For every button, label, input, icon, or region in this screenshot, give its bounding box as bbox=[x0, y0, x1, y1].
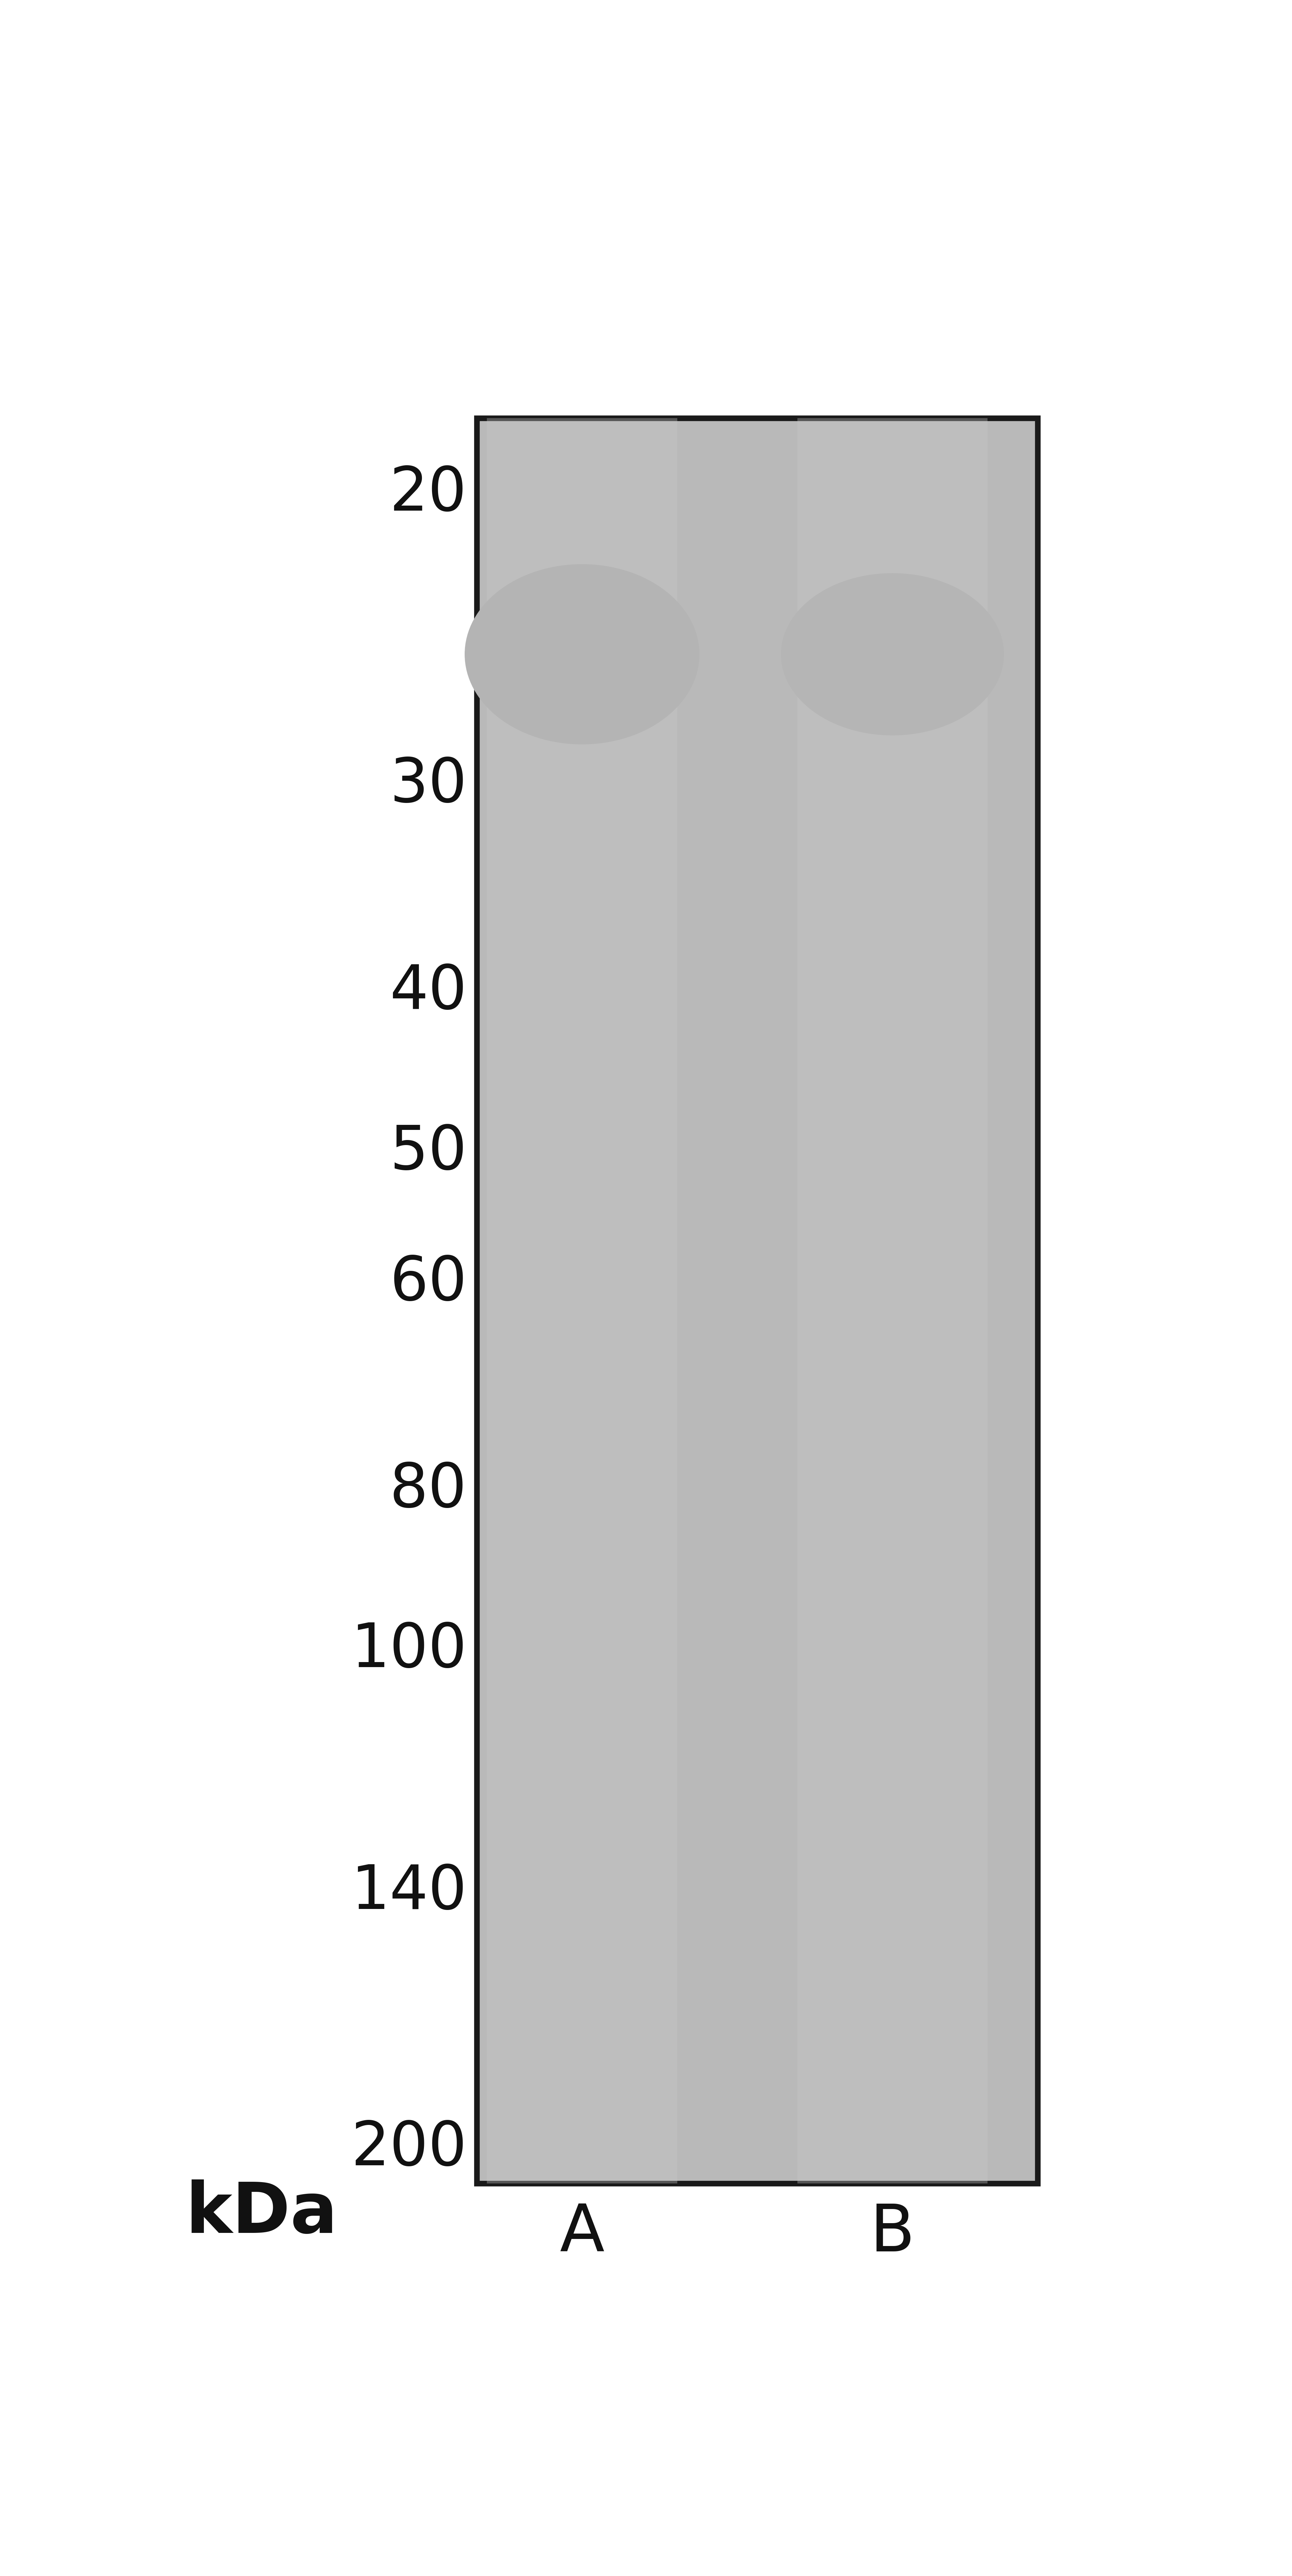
Ellipse shape bbox=[530, 613, 634, 696]
Ellipse shape bbox=[465, 564, 699, 744]
Ellipse shape bbox=[871, 639, 915, 670]
Text: 30: 30 bbox=[390, 755, 466, 814]
Ellipse shape bbox=[798, 585, 987, 724]
Ellipse shape bbox=[541, 623, 623, 685]
Ellipse shape bbox=[854, 626, 932, 683]
Ellipse shape bbox=[570, 644, 594, 662]
Ellipse shape bbox=[482, 577, 682, 732]
Ellipse shape bbox=[565, 641, 599, 667]
Ellipse shape bbox=[558, 636, 606, 672]
Ellipse shape bbox=[523, 611, 641, 698]
Ellipse shape bbox=[859, 631, 926, 677]
Text: 80: 80 bbox=[390, 1461, 466, 1520]
Ellipse shape bbox=[576, 649, 588, 659]
Ellipse shape bbox=[547, 629, 618, 680]
Ellipse shape bbox=[820, 603, 965, 706]
Ellipse shape bbox=[842, 618, 943, 690]
Ellipse shape bbox=[535, 618, 629, 690]
Ellipse shape bbox=[500, 592, 664, 716]
Ellipse shape bbox=[787, 577, 999, 732]
Text: kDa: kDa bbox=[186, 2179, 337, 2246]
Ellipse shape bbox=[809, 592, 975, 716]
Ellipse shape bbox=[881, 647, 903, 662]
Bar bbox=[477, 417, 1037, 2184]
Text: A: A bbox=[559, 2202, 605, 2264]
Ellipse shape bbox=[518, 605, 646, 703]
Ellipse shape bbox=[804, 590, 982, 719]
Ellipse shape bbox=[506, 595, 658, 714]
Ellipse shape bbox=[831, 611, 953, 698]
Text: 40: 40 bbox=[390, 963, 466, 1023]
Ellipse shape bbox=[814, 598, 970, 711]
Ellipse shape bbox=[512, 600, 652, 708]
Text: 60: 60 bbox=[390, 1255, 466, 1314]
Ellipse shape bbox=[488, 582, 676, 726]
Text: 20: 20 bbox=[390, 464, 466, 523]
Text: 100: 100 bbox=[351, 1620, 466, 1680]
Bar bbox=[487, 417, 677, 2184]
Ellipse shape bbox=[477, 574, 687, 734]
Ellipse shape bbox=[826, 605, 959, 703]
Ellipse shape bbox=[876, 641, 910, 667]
Text: 50: 50 bbox=[390, 1123, 466, 1182]
Ellipse shape bbox=[782, 574, 1004, 734]
Bar bbox=[797, 417, 987, 2184]
Ellipse shape bbox=[470, 569, 694, 739]
Ellipse shape bbox=[864, 634, 920, 675]
Text: B: B bbox=[870, 2202, 915, 2264]
Ellipse shape bbox=[553, 631, 611, 677]
Text: 200: 200 bbox=[351, 2120, 466, 2179]
Ellipse shape bbox=[848, 621, 937, 688]
Ellipse shape bbox=[837, 613, 948, 696]
Text: 140: 140 bbox=[351, 1862, 466, 1922]
Ellipse shape bbox=[886, 649, 898, 659]
Ellipse shape bbox=[494, 587, 671, 721]
Ellipse shape bbox=[792, 582, 992, 726]
